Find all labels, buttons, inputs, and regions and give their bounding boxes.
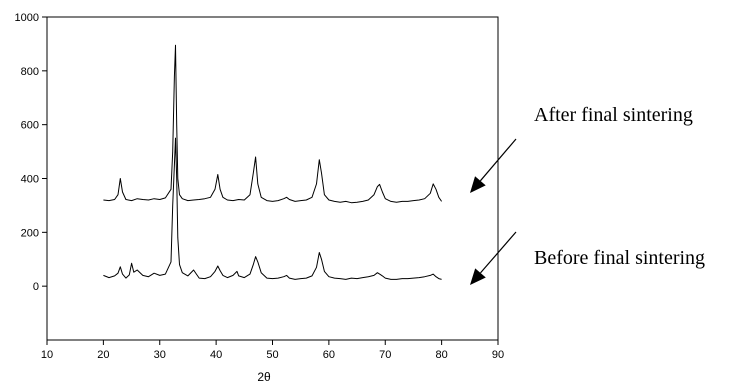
series-group [103,44,443,280]
series-before-final-sintering [103,137,442,280]
y-tick-label: 400 [21,174,39,186]
x-tick-label: 70 [379,349,391,361]
x-tick-label: 90 [492,349,504,361]
annotation-arrows [470,138,517,285]
y-tick-label: 1000 [15,12,39,24]
series-after-final-sintering [103,44,443,204]
x-tick-label: 30 [154,349,166,361]
y-tick-label: 200 [21,227,39,239]
x-tick-label: 10 [41,349,53,361]
x-tick-label: 20 [97,349,109,361]
x-tick-label: 80 [436,349,448,361]
annotation-after-final-sintering: After final sintering [534,104,693,126]
plot-frame [46,16,499,341]
x-axis-label: 2θ [257,370,271,384]
arrow-after-final-sintering [470,138,517,193]
y-tick-label: 800 [21,66,39,78]
axes: 10 20 30 40 50 60 70 80 90 0 200 400 600 800 1000 [15,12,505,361]
y-tick-label: 600 [21,120,39,132]
annotation-before-final-sintering: Before final sintering [534,247,706,269]
arrow-before-final-sintering [470,231,517,285]
x-tick-label: 50 [266,349,278,361]
x-tick-label: 40 [210,349,222,361]
x-tick-label: 60 [323,349,335,361]
y-tick-label: 0 [33,281,39,293]
